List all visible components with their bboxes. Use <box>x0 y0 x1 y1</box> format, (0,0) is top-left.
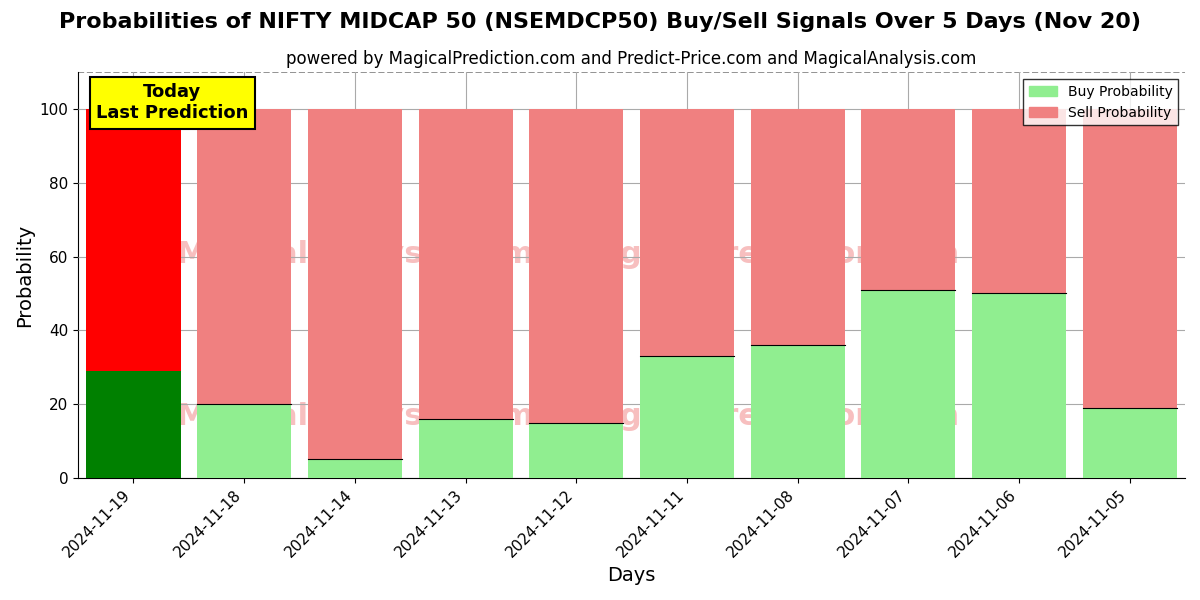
Text: MagicalAnalysis.com: MagicalAnalysis.com <box>176 403 534 431</box>
Bar <box>972 109 1066 293</box>
Bar <box>419 109 512 419</box>
Bar <box>529 109 623 422</box>
Y-axis label: Probability: Probability <box>14 223 34 326</box>
X-axis label: Days: Days <box>607 566 655 585</box>
Text: MagicalAnalysis.com: MagicalAnalysis.com <box>176 240 534 269</box>
Bar <box>750 109 845 345</box>
Bar <box>972 293 1066 478</box>
Bar <box>197 109 292 404</box>
Bar <box>308 109 402 460</box>
Bar <box>1082 109 1177 408</box>
Bar <box>86 371 180 478</box>
Text: Probabilities of NIFTY MIDCAP 50 (NSEMDCP50) Buy/Sell Signals Over 5 Days (Nov 2: Probabilities of NIFTY MIDCAP 50 (NSEMDC… <box>59 12 1141 32</box>
Bar <box>1082 408 1177 478</box>
Bar <box>308 460 402 478</box>
Bar <box>197 404 292 478</box>
Bar <box>862 109 955 290</box>
Legend: Buy Probability, Sell Probability: Buy Probability, Sell Probability <box>1024 79 1178 125</box>
Text: Today
Last Prediction: Today Last Prediction <box>96 83 248 122</box>
Text: MagicalPrediction.com: MagicalPrediction.com <box>569 403 960 431</box>
Bar <box>529 422 623 478</box>
Bar <box>640 109 734 356</box>
Bar <box>86 109 180 371</box>
Bar <box>862 290 955 478</box>
Bar <box>640 356 734 478</box>
Bar <box>750 345 845 478</box>
Title: powered by MagicalPrediction.com and Predict-Price.com and MagicalAnalysis.com: powered by MagicalPrediction.com and Pre… <box>287 50 977 68</box>
Bar <box>419 419 512 478</box>
Text: MagicalPrediction.com: MagicalPrediction.com <box>569 240 960 269</box>
